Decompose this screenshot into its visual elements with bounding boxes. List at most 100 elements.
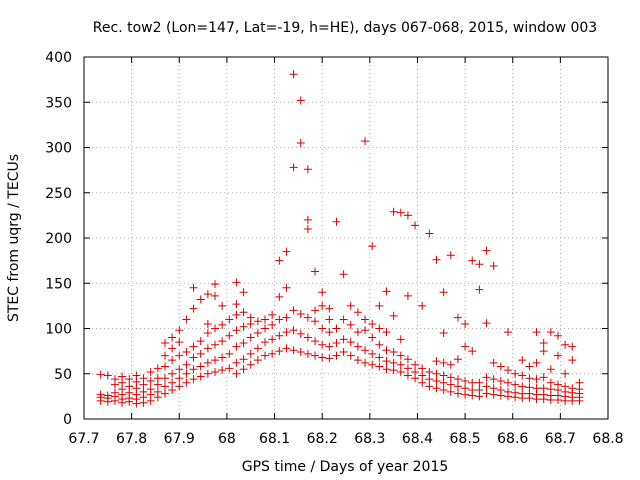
data-point: [482, 373, 491, 382]
data-point: [325, 315, 334, 324]
data-point: [553, 380, 562, 389]
data-point: [439, 371, 448, 380]
data-point: [203, 369, 212, 378]
data-point: [361, 346, 370, 355]
data-point: [289, 306, 298, 315]
data-point: [261, 338, 270, 347]
data-point: [339, 348, 348, 357]
data-point: [403, 291, 412, 300]
data-point: [211, 324, 219, 333]
data-point: [346, 338, 355, 347]
data-point: [282, 247, 291, 256]
data-point: [503, 328, 512, 337]
data-point: [232, 310, 241, 319]
data-point: [168, 356, 177, 365]
data-point: [375, 301, 384, 310]
data-point: [561, 369, 570, 378]
data-point: [239, 338, 248, 347]
data-point: [453, 382, 462, 391]
data-point: [396, 208, 405, 217]
data-point: [160, 382, 169, 391]
axis-ticks: [83, 56, 609, 420]
data-point: [189, 342, 198, 351]
data-point: [311, 306, 320, 315]
data-point: [318, 301, 327, 310]
data-point: [311, 317, 320, 326]
data-point: [218, 320, 227, 329]
data-point: [489, 262, 498, 271]
data-point: [489, 375, 498, 384]
data-point: [168, 378, 177, 387]
data-point: [289, 326, 298, 335]
data-point: [446, 373, 455, 382]
data-point: [532, 384, 541, 393]
data-point: [425, 367, 434, 376]
data-point: [261, 351, 270, 360]
data-point: [303, 313, 312, 322]
data-point: [175, 338, 184, 347]
x-tick-label: 68.7: [545, 431, 576, 447]
x-tick-label: 68.2: [307, 431, 338, 447]
data-point: [446, 387, 455, 396]
grid-lines: [84, 57, 608, 419]
data-point: [253, 317, 262, 326]
data-point: [218, 366, 227, 375]
data-point: [361, 315, 370, 324]
data-point: [532, 358, 541, 367]
data-point: [211, 367, 219, 376]
data-point: [568, 356, 577, 365]
data-point: [439, 288, 448, 297]
data-point: [575, 378, 584, 387]
data-point: [461, 319, 470, 328]
data-point: [418, 364, 427, 373]
data-point: [289, 70, 298, 79]
data-point: [489, 358, 498, 367]
data-point: [175, 382, 184, 391]
data-point: [346, 320, 355, 329]
data-point: [396, 335, 405, 344]
data-point: [439, 386, 448, 395]
data-point: [296, 96, 305, 105]
data-point: [375, 324, 384, 333]
data-point: [146, 367, 155, 376]
data-point: [160, 374, 169, 383]
y-tick-label: 0: [63, 412, 72, 428]
data-point: [361, 358, 370, 367]
data-point: [139, 387, 148, 396]
data-point: [253, 329, 262, 338]
data-point: [518, 356, 527, 365]
x-tick-label: 67.7: [68, 431, 99, 447]
data-point: [182, 360, 191, 369]
data-point: [439, 329, 448, 338]
data-point: [325, 328, 334, 337]
data-point: [382, 328, 391, 337]
data-point: [296, 138, 305, 147]
data-point: [168, 386, 177, 395]
data-point: [411, 360, 420, 369]
data-point: [103, 391, 112, 400]
data-point: [125, 382, 134, 391]
data-point: [389, 358, 398, 367]
data-point: [525, 374, 534, 383]
data-point: [453, 375, 462, 384]
data-point: [439, 378, 448, 387]
data-point: [203, 290, 212, 299]
data-point: [503, 387, 512, 396]
data-point: [160, 351, 169, 360]
data-point: [482, 382, 491, 391]
data-point: [446, 251, 455, 260]
data-point: [153, 387, 162, 396]
data-point: [532, 375, 541, 384]
data-point: [96, 390, 105, 399]
data-point: [353, 356, 362, 365]
data-point: [132, 371, 141, 380]
data-point: [168, 333, 177, 342]
data-point: [175, 374, 184, 383]
data-point: [311, 337, 320, 346]
data-point: [289, 346, 298, 355]
data-point: [539, 347, 548, 356]
data-point: [403, 371, 412, 380]
data-point: [203, 358, 212, 367]
data-point: [553, 331, 562, 340]
data-point: [568, 342, 577, 351]
